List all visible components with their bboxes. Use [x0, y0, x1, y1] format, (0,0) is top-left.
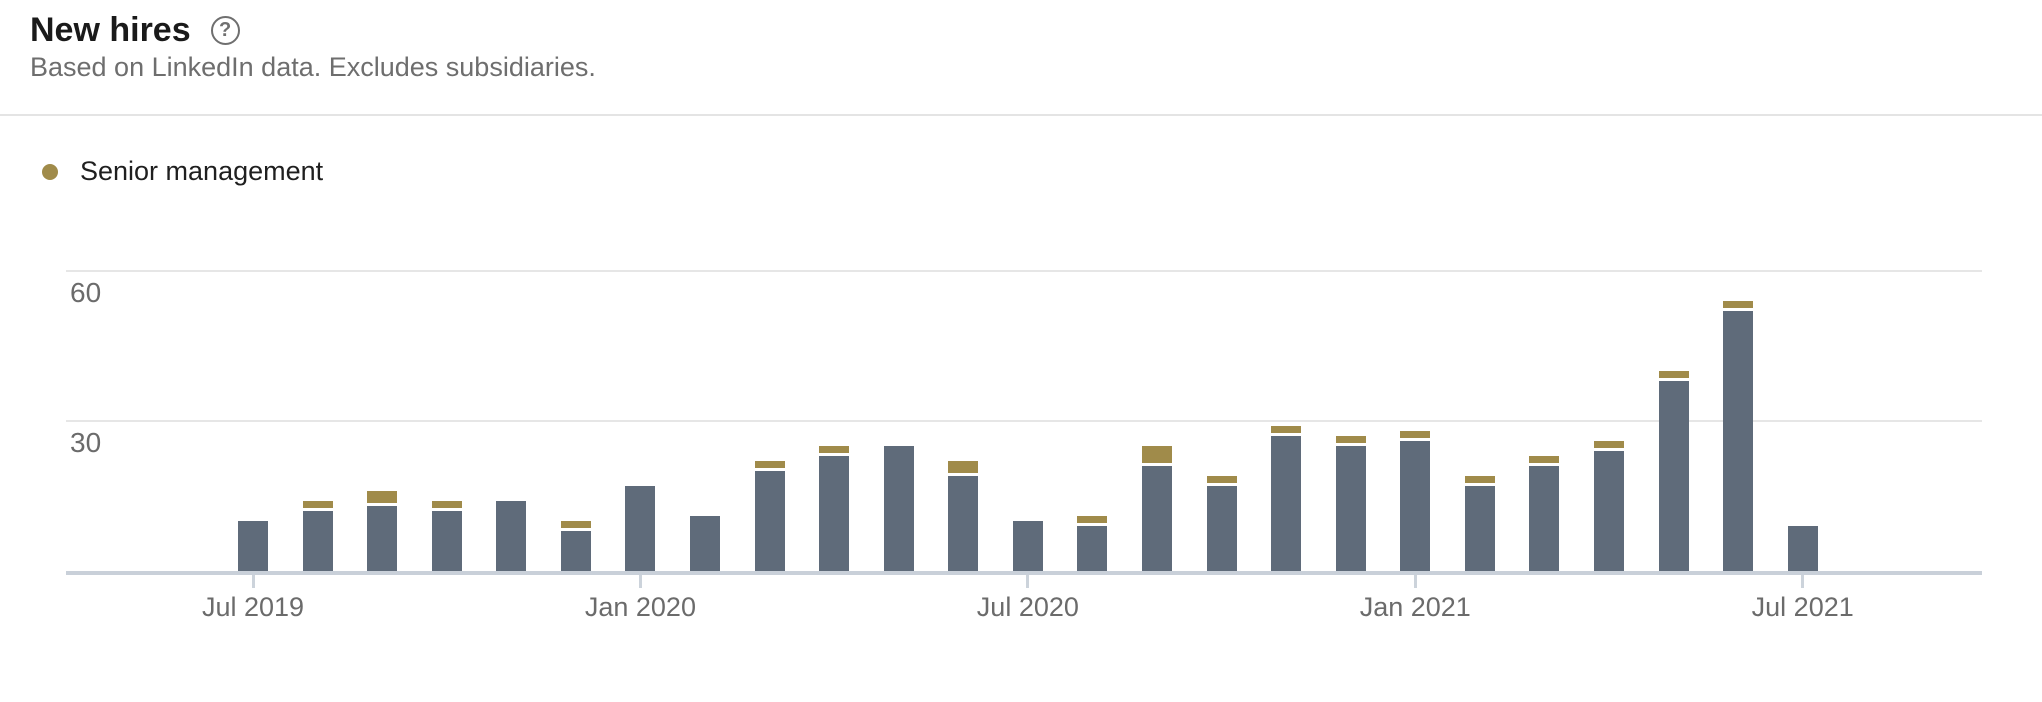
bar-segment-all-hires: [1593, 451, 1624, 571]
page-title: New hires: [30, 11, 191, 49]
bar-segment-all-hires: [625, 486, 656, 571]
bar-segment-all-hires: [948, 476, 979, 571]
y-axis-label-60: 60: [70, 277, 102, 308]
bar-segment-senior-management: [1400, 431, 1431, 441]
bar-mar-2021[interactable]: [1529, 456, 1560, 571]
bar-segment-all-hires: [1141, 466, 1172, 571]
bar-dec-2020[interactable]: [1335, 436, 1366, 571]
bar-nov-2019[interactable]: [496, 501, 527, 571]
bar-segment-all-hires: [1658, 381, 1689, 571]
bar-segment-all-hires: [431, 511, 462, 571]
x-axis-label-jul-2021: Jul 2021: [1751, 592, 1854, 622]
bar-segment-all-hires: [560, 531, 591, 571]
bar-segment-all-hires: [367, 506, 398, 571]
bar-oct-2019[interactable]: [431, 501, 462, 571]
x-axis-tick-jul-2019: [251, 575, 255, 588]
bar-jun-2021[interactable]: [1723, 301, 1754, 571]
bar-segment-all-hires: [496, 501, 527, 571]
bar-segment-senior-management: [1593, 441, 1624, 451]
bar-segment-senior-management: [302, 501, 333, 511]
x-axis-tick-jul-2020: [1026, 575, 1030, 588]
bar-segment-all-hires: [1464, 486, 1495, 571]
bar-segment-senior-management: [431, 501, 462, 511]
legend-label: Senior management: [80, 156, 324, 186]
bar-segment-all-hires: [1400, 441, 1431, 571]
bar-segment-senior-management: [1658, 371, 1689, 381]
bar-jan-2020[interactable]: [625, 486, 656, 571]
x-axis-label-jan-2020: Jan 2020: [584, 592, 696, 622]
bar-aug-2020[interactable]: [1077, 516, 1108, 571]
bar-feb-2021[interactable]: [1464, 476, 1495, 571]
bar-may-2021[interactable]: [1658, 371, 1689, 571]
bar-apr-2020[interactable]: [819, 446, 850, 571]
bar-segment-all-hires: [1271, 436, 1302, 571]
y-gridline-60: [66, 270, 1982, 272]
bar-jul-2019[interactable]: [238, 521, 268, 571]
bar-sep-2020[interactable]: [1141, 446, 1172, 571]
bar-segment-senior-management: [367, 491, 398, 506]
bar-segment-all-hires: [1077, 526, 1108, 571]
bar-segment-senior-management: [1335, 436, 1366, 446]
bar-nov-2020[interactable]: [1271, 426, 1302, 571]
bar-segment-all-hires: [1723, 311, 1754, 571]
bar-segment-all-hires: [883, 446, 914, 571]
bar-jul-2020[interactable]: [1012, 521, 1043, 571]
bar-feb-2020[interactable]: [689, 516, 720, 571]
help-icon[interactable]: ?: [210, 15, 240, 45]
x-axis-line: [66, 571, 1982, 575]
x-axis-tick-jan-2021: [1413, 575, 1417, 588]
bar-segment-senior-management: [1723, 301, 1754, 311]
bar-aug-2019[interactable]: [302, 501, 333, 571]
legend: Senior management: [42, 156, 323, 187]
bar-segment-all-hires: [1335, 446, 1366, 571]
bar-jul-2021[interactable]: [1787, 526, 1818, 571]
bar-segment-all-hires: [1529, 466, 1560, 571]
legend-item-senior-management[interactable]: Senior management: [42, 156, 323, 187]
bar-oct-2020[interactable]: [1206, 476, 1237, 571]
bar-segment-senior-management: [1271, 426, 1302, 436]
bar-dec-2019[interactable]: [560, 521, 591, 571]
bar-segment-all-hires: [689, 516, 720, 571]
bar-segment-senior-management: [1206, 476, 1237, 486]
bar-segment-all-hires: [302, 511, 333, 571]
bar-jan-2021[interactable]: [1400, 431, 1431, 571]
x-axis-label-jul-2020: Jul 2020: [976, 592, 1079, 622]
bar-segment-all-hires: [238, 521, 268, 571]
bar-segment-senior-management: [1077, 516, 1108, 526]
bar-jun-2020[interactable]: [948, 461, 979, 571]
x-axis-label-jul-2019: Jul 2019: [201, 592, 305, 622]
bar-segment-all-hires: [1206, 486, 1237, 571]
bar-apr-2021[interactable]: [1593, 441, 1624, 571]
bar-segment-senior-management: [1141, 446, 1172, 466]
y-axis-label-30: 30: [70, 427, 102, 458]
y-gridline-30: [66, 420, 1982, 422]
bar-segment-senior-management: [1529, 456, 1560, 466]
bar-segment-senior-management: [819, 446, 850, 456]
x-axis-tick-jan-2020: [638, 575, 642, 588]
x-axis-label-jan-2021: Jan 2021: [1359, 592, 1471, 622]
bar-segment-senior-management: [948, 461, 979, 476]
bar-may-2020[interactable]: [883, 446, 914, 571]
bar-segment-all-hires: [1012, 521, 1043, 571]
bar-segment-senior-management: [560, 521, 591, 531]
bar-segment-all-hires: [819, 456, 850, 571]
bar-segment-all-hires: [1787, 526, 1818, 571]
title-row: New hires ?: [30, 10, 240, 50]
x-axis-tick-jul-2021: [1801, 575, 1805, 588]
divider: [0, 114, 2042, 116]
bar-segment-senior-management: [754, 461, 785, 471]
legend-dot-icon: [42, 163, 58, 180]
bar-sep-2019[interactable]: [367, 491, 398, 571]
bar-segment-all-hires: [754, 471, 785, 571]
bar-segment-senior-management: [1464, 476, 1495, 486]
bar-mar-2020[interactable]: [754, 461, 785, 571]
subtitle: Based on LinkedIn data. Excludes subsidi…: [30, 52, 596, 82]
